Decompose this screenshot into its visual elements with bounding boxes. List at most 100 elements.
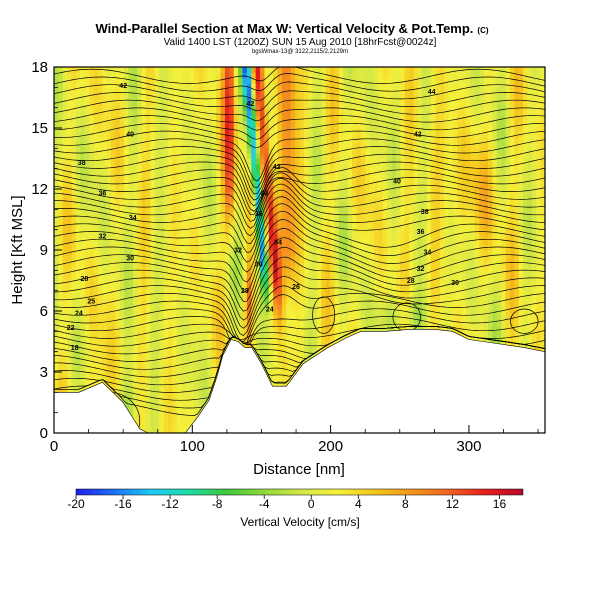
field-cell bbox=[308, 110, 314, 117]
field-cell bbox=[93, 174, 99, 181]
field-cell bbox=[330, 239, 336, 246]
field-cell bbox=[321, 126, 327, 133]
field-cell bbox=[404, 212, 410, 219]
field-cell bbox=[255, 298, 261, 305]
field-cell bbox=[290, 282, 296, 289]
field-cell bbox=[378, 126, 384, 133]
field-cell bbox=[106, 126, 112, 133]
field-cell bbox=[154, 427, 160, 433]
field-cell bbox=[220, 287, 226, 294]
field-cell bbox=[260, 88, 266, 95]
field-cell bbox=[325, 325, 331, 332]
field-cell bbox=[378, 158, 384, 165]
field-cell bbox=[167, 379, 173, 386]
field-cell bbox=[207, 357, 213, 364]
field-cell bbox=[264, 282, 270, 289]
field-cell bbox=[330, 282, 336, 289]
field-cell bbox=[75, 303, 81, 310]
field-cell bbox=[343, 239, 349, 246]
field-cell bbox=[62, 309, 68, 316]
field-cell bbox=[220, 99, 226, 106]
field-cell bbox=[286, 217, 292, 224]
field-cell bbox=[176, 120, 182, 127]
field-cell bbox=[110, 233, 116, 240]
field-cell bbox=[198, 373, 204, 380]
field-cell bbox=[154, 293, 160, 300]
field-cell bbox=[268, 293, 274, 300]
field-cell bbox=[141, 77, 147, 84]
field-cell bbox=[110, 352, 116, 359]
field-cell bbox=[207, 120, 213, 127]
field-cell bbox=[233, 163, 239, 170]
field-cell bbox=[330, 319, 336, 326]
field-cell bbox=[400, 266, 406, 273]
field-cell bbox=[343, 169, 349, 176]
field-cell bbox=[115, 83, 121, 90]
field-cell bbox=[194, 185, 200, 192]
field-cell bbox=[321, 93, 327, 100]
field-cell bbox=[84, 233, 90, 240]
field-cell bbox=[317, 319, 323, 326]
field-cell bbox=[378, 260, 384, 267]
field-cell bbox=[255, 115, 261, 122]
field-cell bbox=[242, 271, 248, 278]
field-cell bbox=[97, 93, 103, 100]
field-cell bbox=[198, 158, 204, 165]
field-cell bbox=[181, 282, 187, 289]
field-cell bbox=[409, 136, 415, 143]
field-cell bbox=[273, 287, 279, 294]
field-cell bbox=[71, 169, 77, 176]
field-cell bbox=[238, 303, 244, 310]
field-cell bbox=[378, 223, 384, 230]
field-cell bbox=[67, 153, 73, 160]
field-cell bbox=[110, 99, 116, 106]
field-cell bbox=[356, 233, 362, 240]
field-cell bbox=[395, 201, 401, 208]
field-cell bbox=[181, 158, 187, 165]
field-cell bbox=[159, 422, 165, 429]
field-cell bbox=[67, 357, 73, 364]
field-cell bbox=[299, 287, 305, 294]
field-cell bbox=[181, 104, 187, 111]
field-cell bbox=[286, 126, 292, 133]
field-cell bbox=[67, 314, 73, 321]
field-cell bbox=[62, 99, 68, 106]
field-cell bbox=[290, 88, 296, 95]
field-cell bbox=[365, 309, 371, 316]
field-cell bbox=[317, 196, 323, 203]
field-cell bbox=[150, 163, 156, 170]
field-cell bbox=[290, 314, 296, 321]
field-cell bbox=[58, 185, 64, 192]
field-cell bbox=[417, 115, 423, 122]
field-cell bbox=[115, 368, 121, 375]
field-cell bbox=[176, 88, 182, 95]
field-cell bbox=[343, 158, 349, 165]
field-cell bbox=[194, 93, 200, 100]
field-cell bbox=[308, 147, 314, 154]
field-cell bbox=[216, 163, 222, 170]
field-cell bbox=[277, 169, 283, 176]
field-cell bbox=[343, 282, 349, 289]
field-cell bbox=[268, 126, 274, 133]
field-cell bbox=[58, 250, 64, 256]
field-cell bbox=[211, 352, 217, 359]
field-cell bbox=[286, 115, 292, 122]
field-cell bbox=[163, 142, 169, 149]
field-cell bbox=[93, 190, 99, 197]
field-cell bbox=[203, 67, 209, 73]
field-cell bbox=[387, 217, 393, 224]
field-cell bbox=[189, 196, 195, 203]
field-cell bbox=[159, 384, 165, 391]
field-cell bbox=[54, 169, 59, 176]
field-cell bbox=[146, 72, 152, 79]
field-cell bbox=[216, 260, 222, 267]
field-cell bbox=[110, 379, 116, 386]
field-cell bbox=[137, 93, 143, 100]
field-cell bbox=[159, 180, 165, 187]
field-cell bbox=[255, 88, 261, 95]
field-cell bbox=[167, 271, 173, 278]
field-cell bbox=[172, 346, 178, 353]
field-cell bbox=[299, 293, 305, 300]
field-cell bbox=[404, 228, 410, 235]
field-cell bbox=[71, 88, 77, 95]
